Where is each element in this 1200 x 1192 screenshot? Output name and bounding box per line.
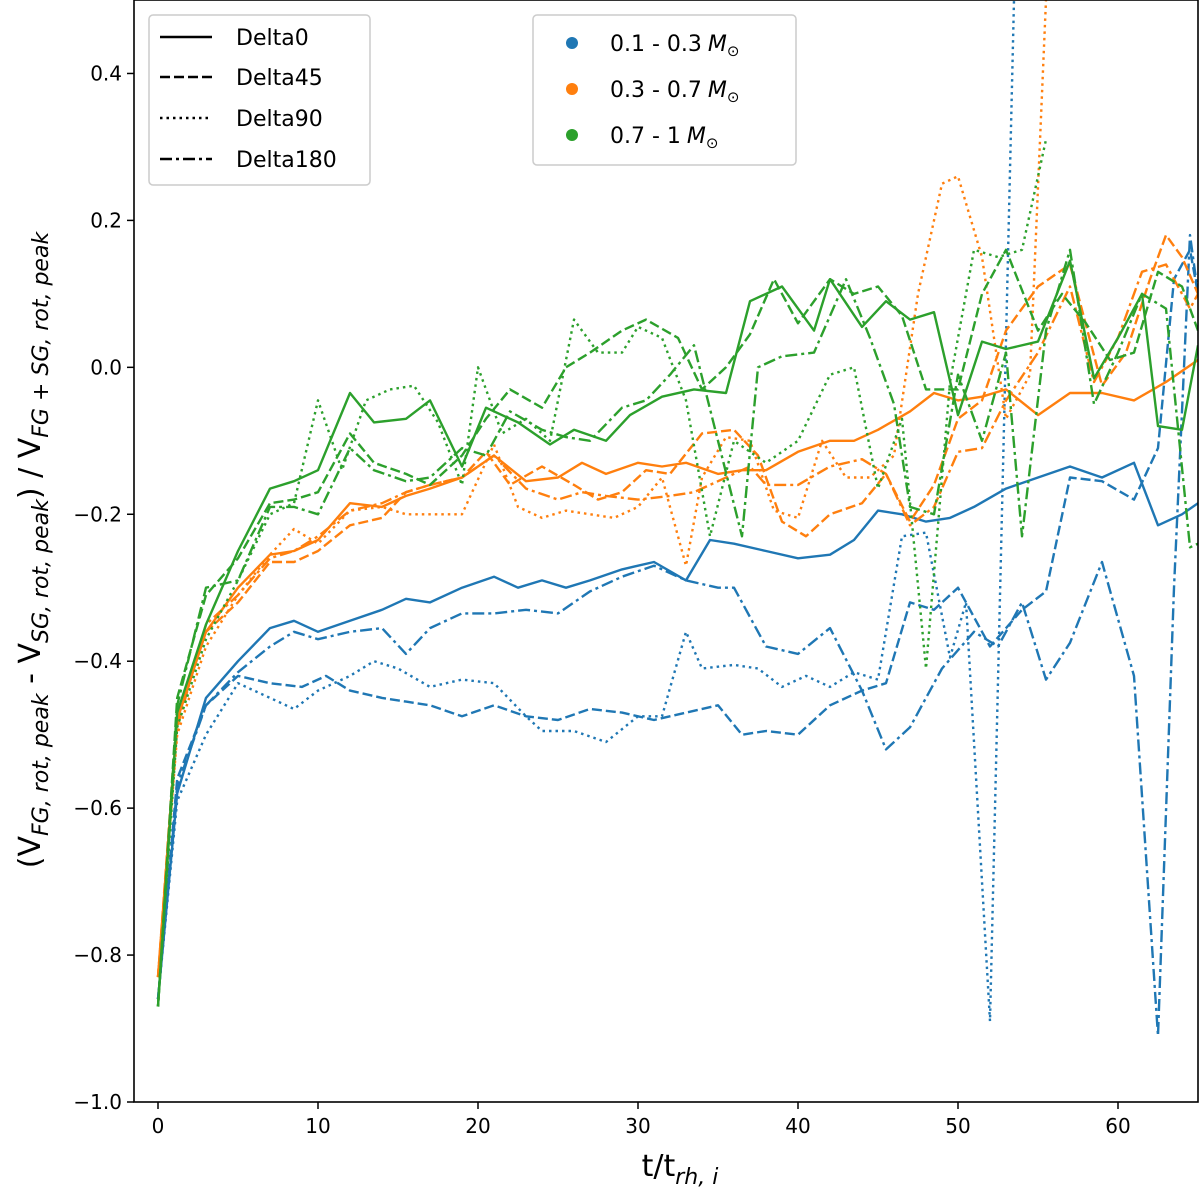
y-axis-label-close: ) / V [13, 437, 48, 499]
legend-mass-orange-label: 0.3 - 0.7 M⊙ [610, 78, 739, 106]
x-tick-label-3: 30 [625, 1114, 650, 1138]
y-axis-label-open: (V [13, 835, 48, 868]
y-axis-label-sub3: FG + SG, rot, peak [29, 231, 54, 438]
legend-delta180-label: Delta180 [236, 148, 337, 173]
plot-frame [133, 0, 1199, 1103]
y-tick-label-6: 0.2 [90, 208, 122, 232]
y-axis-label: (VFG, rot, peak - VSG, rot, peak) / VFG … [13, 231, 54, 869]
legend-delta0-label: Delta0 [236, 26, 309, 51]
x-axis-label: t/trh, i [642, 1149, 719, 1190]
y-tick-label-4: −0.2 [73, 502, 122, 526]
series-line-green-dotted [156, 139, 1048, 1007]
legend-mass-ranges: 0.1 - 0.3 M⊙ 0.3 - 0.7 M⊙ 0.7 - 1 M⊙ [532, 14, 797, 166]
y-tick-label-5: 0.0 [90, 355, 122, 379]
y-tick-label-2: −0.6 [73, 796, 122, 820]
legend-delta45-label: Delta45 [236, 66, 323, 91]
legend-mass-orange-sub: ⊙ [727, 88, 740, 106]
x-tick-label-0: 0 [152, 1114, 165, 1138]
x-tick-label-2: 20 [465, 1114, 490, 1138]
x-tick-label-1: 10 [305, 1114, 330, 1138]
legend-mass-orange-marker [566, 83, 578, 95]
series-line-blue-dashed [156, 248, 1198, 1000]
legend-mass-blue-sub: ⊙ [727, 42, 740, 60]
x-axis-label-main: t/t [642, 1149, 676, 1184]
series-line-orange-dashed [156, 233, 1198, 978]
y-tick-label-7: 0.4 [90, 61, 122, 85]
legend-delta90-label: Delta90 [236, 107, 323, 132]
legend-mass-green-sub: ⊙ [706, 134, 719, 152]
y-axis-label-sub1: FG, rot, peak [29, 692, 54, 836]
series-line-blue-dashdot [156, 233, 1198, 1038]
legend-mass-orange-range: 0.3 - 0.7 [610, 78, 702, 103]
legend-mass-blue-label: 0.1 - 0.3 M⊙ [610, 32, 739, 60]
legend-mass-blue-unit: M [708, 32, 727, 57]
y-tick-label-3: −0.4 [73, 649, 122, 673]
y-axis-label-sub2: SG, rot, peak [29, 498, 54, 643]
legend-line-styles-box [148, 14, 371, 186]
legend-mass-ranges-box [532, 14, 797, 166]
legend-mass-blue-marker [566, 37, 578, 49]
legend-mass-green-unit: M [687, 124, 706, 149]
legend-mass-blue-range: 0.1 - 0.3 [610, 32, 702, 57]
series-line-orange-solid [156, 359, 1198, 978]
x-axis-label-sub: rh, i [675, 1165, 718, 1190]
y-tick-label-0: −1.0 [73, 1090, 122, 1114]
series-layer [156, 0, 1198, 1038]
series-line-blue-dotted [156, 0, 1016, 1023]
legend-mass-green-marker [566, 129, 578, 141]
x-tick-label-4: 40 [785, 1114, 810, 1138]
axis-layer: 0 10 20 30 40 50 60 −1.0 −0.8 −0.6 −0.4 −0.2 0.0 0.2 0… [73, 61, 1130, 1138]
x-tick-label-5: 50 [945, 1114, 970, 1138]
series-line-orange-dashdot [156, 263, 1198, 978]
legend-mass-green-range: 0.7 - 1 [610, 124, 681, 149]
series-line-green-dashdot [156, 248, 1198, 1007]
legend-line-styles: Delta0 Delta45 Delta90 Delta180 [148, 14, 371, 186]
x-tick-label-6: 60 [1105, 1114, 1130, 1138]
y-tick-label-1: −0.8 [73, 943, 122, 967]
series-line-green-dashed [156, 248, 1198, 1007]
legend-mass-orange-unit: M [708, 78, 727, 103]
legend-mass-green-label: 0.7 - 1 M⊙ [610, 124, 718, 152]
y-axis-label-mid: - V [13, 643, 48, 694]
